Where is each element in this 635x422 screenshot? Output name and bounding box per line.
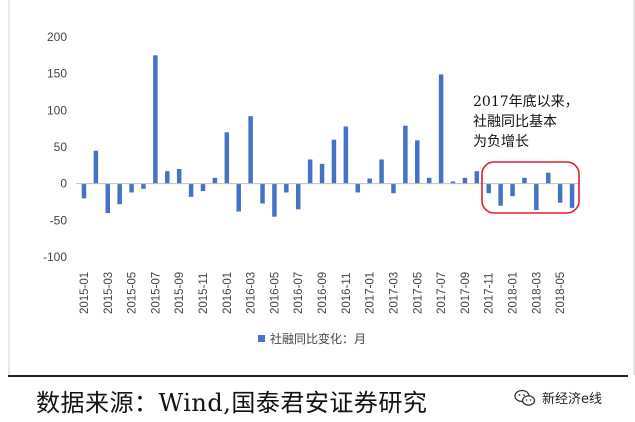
legend-swatch bbox=[258, 335, 265, 342]
x-tick-label: 2017-05 bbox=[412, 272, 424, 314]
wechat-icon bbox=[514, 389, 536, 406]
x-tick-label: 2015-05 bbox=[127, 272, 139, 314]
y-tick-label: -50 bbox=[50, 213, 68, 227]
bar-2017-07 bbox=[438, 74, 444, 184]
bar-2017-10 bbox=[474, 171, 480, 184]
bar-2018-02 bbox=[522, 177, 527, 184]
x-tick-label: 2016-01 bbox=[222, 272, 234, 314]
x-tick-label: 2018-01 bbox=[508, 272, 520, 314]
bar-2016-03 bbox=[248, 116, 253, 184]
bar-2015-07 bbox=[153, 55, 158, 184]
bar-2017-04 bbox=[403, 125, 408, 184]
bar-2016-05 bbox=[272, 183, 277, 217]
bar-2018-05 bbox=[557, 183, 563, 203]
x-tick-label: 2017-11 bbox=[484, 273, 496, 314]
x-tick-label: 2015-11 bbox=[198, 273, 210, 314]
bar-2015-03 bbox=[105, 183, 111, 213]
bar-2016-04 bbox=[260, 183, 265, 204]
bar-2017-08 bbox=[450, 181, 456, 184]
bar-2018-04 bbox=[545, 172, 551, 184]
bar-2016-11 bbox=[343, 126, 349, 184]
bar-2016-09 bbox=[319, 163, 325, 184]
bar-2015-09 bbox=[176, 169, 182, 184]
y-axis-ticks: 200 150 100 50 0 -50 -100 bbox=[43, 30, 67, 264]
footer-divider bbox=[8, 375, 628, 377]
legend: 社融同比变化：月 bbox=[258, 330, 366, 347]
bar-2017-11 bbox=[486, 183, 491, 194]
bar-2018-06 bbox=[569, 183, 575, 208]
bar-2017-02 bbox=[379, 159, 384, 184]
bar-2018-03 bbox=[534, 183, 539, 211]
y-tick-label: 100 bbox=[47, 103, 67, 117]
x-tick-label: 2017-09 bbox=[460, 272, 472, 314]
bar-2015-10 bbox=[188, 183, 194, 197]
bar-2015-02 bbox=[93, 150, 99, 184]
y-tick-label: 50 bbox=[54, 140, 68, 154]
annotation-line-2: 社融同比基本 bbox=[473, 114, 557, 130]
bar-2015-04 bbox=[117, 183, 122, 205]
x-axis-ticks: 2015-01 2015-03 2015-05 2015-07 2015-09 2015-… bbox=[79, 272, 567, 314]
x-tick-label: 2016-07 bbox=[293, 272, 305, 314]
y-tick-label: 150 bbox=[47, 67, 67, 81]
bar-2015-01 bbox=[81, 183, 87, 199]
x-tick-label: 2015-01 bbox=[79, 272, 91, 314]
annotation-text: 2017年底以来， 社融同比基本 为负增长 bbox=[473, 92, 579, 152]
bar-2016-10 bbox=[331, 139, 337, 184]
x-tick-label: 2018-05 bbox=[555, 272, 567, 314]
bar-2016-01 bbox=[224, 132, 230, 184]
x-tick-label: 2016-05 bbox=[269, 272, 281, 314]
x-tick-label: 2017-07 bbox=[436, 272, 448, 314]
bar-2017-05 bbox=[415, 140, 420, 184]
bar-2017-09 bbox=[462, 177, 468, 184]
bar-2016-06 bbox=[284, 183, 289, 193]
annotation-line-1: 2017年底以来， bbox=[473, 94, 579, 110]
x-tick-label: 2017-03 bbox=[389, 272, 401, 314]
x-tick-label: 2015-03 bbox=[103, 272, 115, 314]
watermark-text: 新经济e线 bbox=[542, 392, 602, 407]
bar-2017-06 bbox=[426, 177, 432, 184]
x-tick-label: 2016-09 bbox=[317, 272, 329, 314]
bar-2017-12 bbox=[498, 183, 503, 206]
x-tick-label: 2015-07 bbox=[150, 272, 162, 314]
y-tick-label: 200 bbox=[47, 30, 67, 44]
annotation-line-3: 为负增长 bbox=[473, 134, 529, 150]
bar-2016-07 bbox=[295, 183, 301, 210]
x-tick-label: 2016-11 bbox=[341, 273, 353, 314]
bar-2015-05 bbox=[129, 183, 134, 193]
x-tick-label: 2017-01 bbox=[365, 272, 377, 314]
y-tick-label: 0 bbox=[60, 177, 67, 191]
x-tick-label: 2016-03 bbox=[246, 272, 258, 314]
highlight-box bbox=[481, 161, 580, 214]
x-tick-label: 2015-09 bbox=[174, 272, 186, 314]
bar-2015-08 bbox=[165, 171, 170, 184]
bar-2015-11 bbox=[200, 183, 206, 191]
bar-2016-12 bbox=[355, 183, 361, 193]
bar-2018-01 bbox=[510, 183, 515, 197]
y-tick-label: -100 bbox=[43, 250, 67, 264]
bar-2017-03 bbox=[391, 183, 396, 194]
bar-2015-06 bbox=[141, 183, 146, 189]
source-caption: 数据来源：Wind,国泰君安证券研究 bbox=[36, 389, 428, 417]
bar-2017-01 bbox=[367, 178, 372, 184]
bars bbox=[81, 55, 575, 217]
bar-2016-02 bbox=[236, 183, 241, 212]
x-tick-label: 2018-03 bbox=[531, 272, 543, 314]
watermark: 新经济e线 bbox=[514, 388, 602, 407]
bar-2016-08 bbox=[307, 159, 313, 184]
legend-label: 社融同比变化：月 bbox=[270, 332, 367, 346]
bar-2015-12 bbox=[212, 177, 218, 184]
